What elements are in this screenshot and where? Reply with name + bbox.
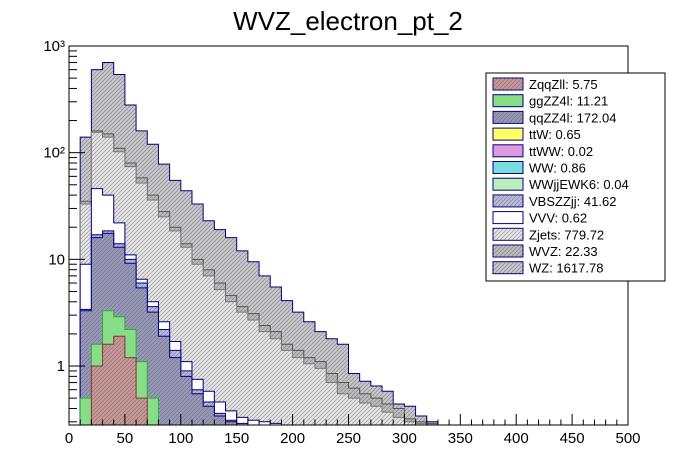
x-tick-label: 450: [560, 430, 585, 447]
series-outline-ggZZ4l: [79, 310, 438, 425]
y-axis: 1 10 10² 10³: [43, 38, 85, 423]
x-tick-label: 350: [448, 430, 473, 447]
series-outline-VBSZZjj: [79, 230, 438, 425]
x-tick-label: 150: [224, 430, 249, 447]
histogram-stack: [79, 62, 439, 425]
legend-swatch-hatch: [493, 194, 523, 207]
y-tick-label: 10: [48, 251, 65, 268]
y-tick-label: 1: [57, 358, 65, 375]
series-outline-WZ: [79, 62, 439, 425]
legend-swatch: [492, 161, 524, 174]
legend-label: VVV: 0.62: [529, 211, 587, 226]
legend-label: WWjjEWK6: 0.04: [529, 177, 629, 192]
series-outline-ZqqZll: [80, 335, 438, 425]
legend-label: qqZZ4l: 172.04: [529, 110, 616, 125]
legend-entry: qqZZ4l: 172.04: [492, 110, 616, 125]
y-tick-label: 10²: [43, 145, 65, 162]
legend-swatch-hatch: [493, 111, 523, 124]
legend-entry: WW: 0.86: [492, 161, 586, 176]
legend-entry: ttWW: 0.02: [492, 144, 593, 159]
y-tick-label: 10³: [43, 38, 65, 55]
chart-title: WVZ_electron_pt_2: [233, 6, 463, 36]
x-tick-label: 100: [168, 430, 193, 447]
legend-entry: VBSZZjj: 41.62: [492, 194, 616, 209]
legend-entry: ZqqZll: 5.75: [492, 77, 598, 92]
series-outline-VVV: [79, 188, 438, 425]
legend-swatch: [492, 211, 524, 225]
legend-label: WVZ: 22.33: [529, 244, 598, 259]
legend-label: ggZZ4l: 11.21: [529, 94, 608, 109]
legend-entry: WVZ: 22.33: [492, 244, 598, 259]
legend-entry: WWjjEWK6: 0.04: [492, 177, 629, 192]
legend-entry: VVV: 0.62: [492, 211, 587, 226]
x-tick-label: 50: [117, 430, 134, 447]
legend-entry: ggZZ4l: 11.21: [492, 94, 608, 109]
legend-label: WZ: 1617.78: [529, 261, 603, 276]
legend-swatch: [492, 144, 524, 158]
x-tick-label: 0: [65, 430, 73, 447]
x-tick-label: 200: [280, 430, 305, 447]
legend-label: VBSZZjj: 41.62: [529, 194, 616, 209]
series-outline-qqZZ4l: [79, 232, 438, 425]
x-tick-label: 300: [392, 430, 417, 447]
series-hatch-qqZZ4l: [80, 233, 438, 425]
x-axis: 0 50 100 150 200 250 300 350 400 450 500: [65, 414, 641, 447]
legend-swatch: [492, 177, 524, 191]
x-tick-label: 250: [336, 430, 361, 447]
legend-label: Zjets: 779.72: [529, 227, 604, 242]
legend-label: ttW: 0.65: [529, 127, 581, 142]
legend-entry: Zjets: 779.72: [492, 227, 604, 242]
legend-swatch: [492, 94, 524, 108]
legend-swatch-hatch: [493, 78, 523, 90]
series-hatch-ZqqZll: [80, 336, 438, 425]
series-outline-Zjets: [79, 131, 438, 425]
legend-label: ZqqZll: 5.75: [529, 77, 598, 92]
legend-label: ttWW: 0.02: [529, 144, 593, 159]
x-tick-label: 500: [615, 430, 640, 447]
series-qqZZ4l: [79, 232, 438, 425]
series-ZqqZll: [80, 335, 438, 425]
legend-label: WW: 0.86: [529, 161, 586, 176]
legend-swatch-hatch: [493, 245, 523, 257]
x-tick-label: 400: [504, 430, 529, 447]
legend-swatch: [492, 127, 524, 141]
legend-swatch-hatch: [493, 228, 523, 241]
legend-entry: ttW: 0.65: [492, 127, 581, 142]
legend-entry: WZ: 1617.78: [492, 261, 603, 276]
legend-box: [485, 72, 666, 282]
legend-swatch-hatch: [493, 261, 523, 274]
